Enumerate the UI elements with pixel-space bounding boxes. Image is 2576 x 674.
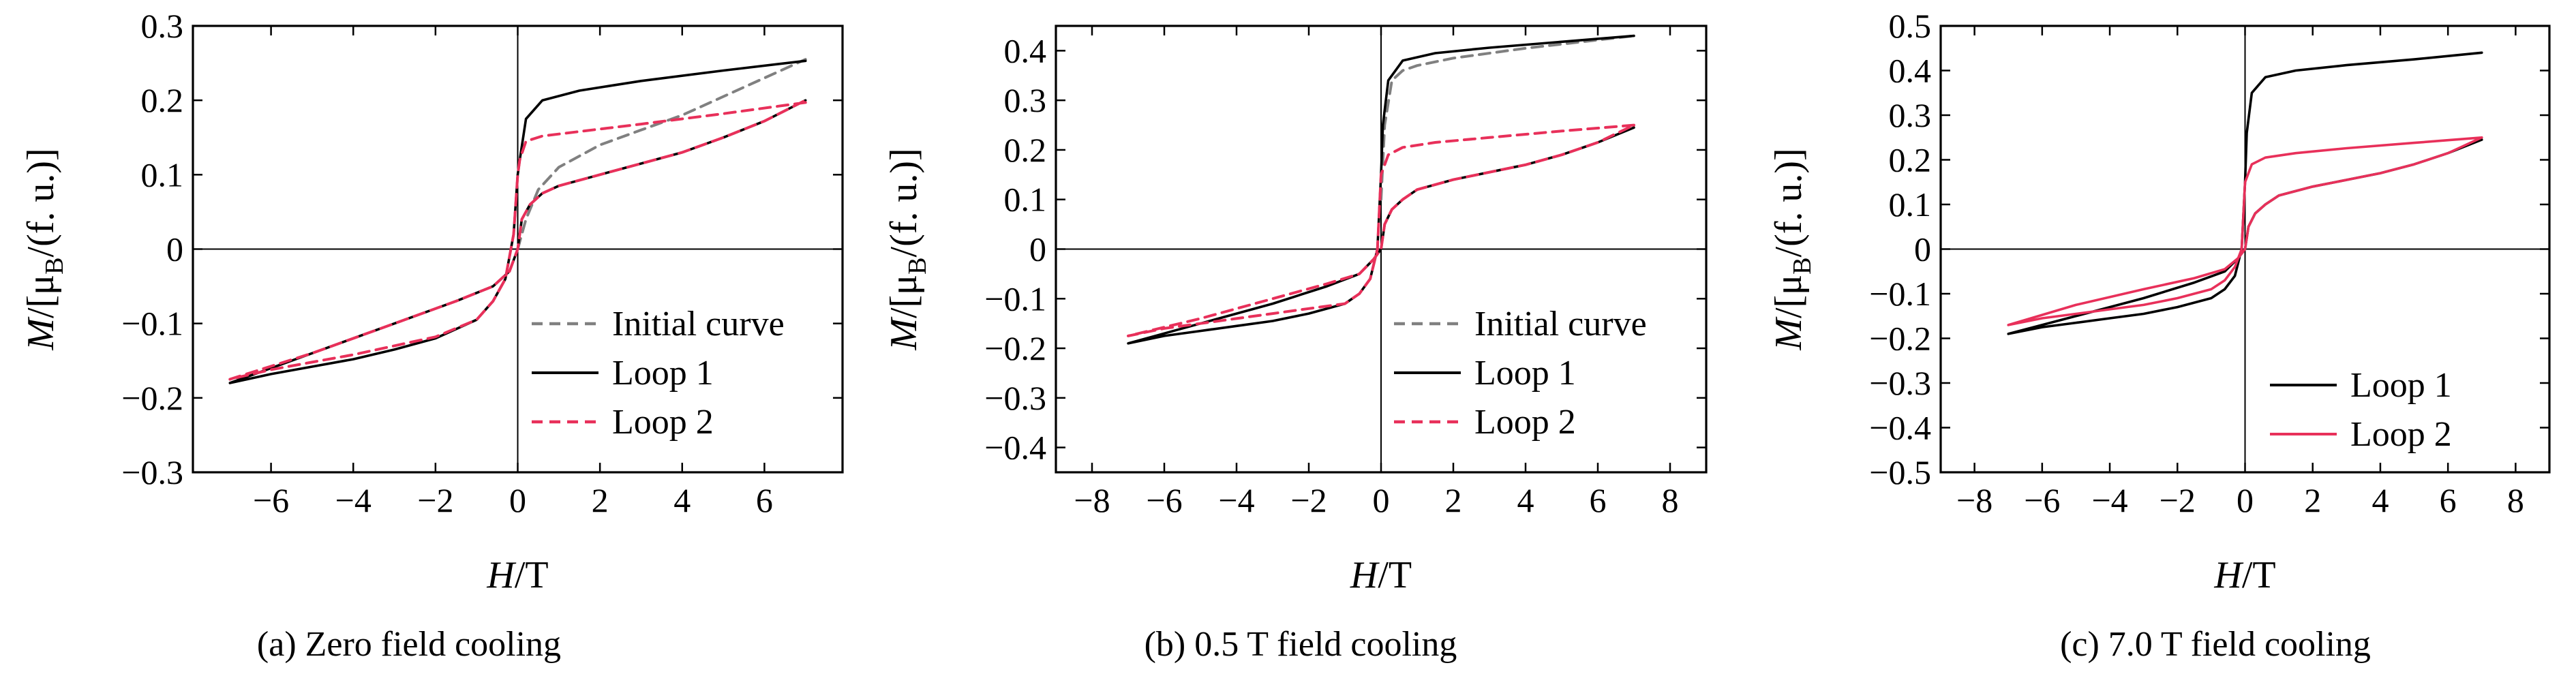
- series-loop-2: [2007, 136, 2483, 326]
- y-tick-label: 0.4: [1889, 52, 1932, 90]
- legend-label-loop-2: Loop 2: [1474, 403, 1576, 442]
- x-tick-label: −4: [2091, 481, 2127, 519]
- panel-caption: (a) Zero field cooling: [257, 625, 561, 664]
- y-tick-label: 0.3: [141, 7, 184, 45]
- x-tick-label: −2: [417, 481, 453, 519]
- legend-label-initial-curve: Initial curve: [1474, 305, 1647, 343]
- legend: Initial curve Loop 1 Loop 2: [1394, 305, 1647, 442]
- x-tick-label: 2: [592, 481, 609, 519]
- y-tick-label: 0.3: [1889, 96, 1932, 134]
- legend: Loop 1 Loop 2: [2270, 366, 2452, 454]
- y-tick-label: −0.5: [1869, 453, 1931, 491]
- panel-c: −8 −6 −4 −2 0 2 4 6 8 −0.5 −0.4 −0.3 −0.2 −0.1 0 0.1 0.2…: [1768, 7, 2551, 664]
- series-loop-2: [1127, 123, 1635, 337]
- x-axis-label: H/T: [2213, 554, 2275, 596]
- x-tick-label: 6: [756, 481, 773, 519]
- x-tick-label: −6: [253, 481, 289, 519]
- x-tick-label: −6: [1146, 481, 1182, 519]
- x-tick-label: 0: [1373, 481, 1390, 519]
- y-tick-label: −0.1: [121, 305, 183, 343]
- y-tick-label: 0.2: [1004, 131, 1047, 169]
- y-tick-label: 0.1: [141, 155, 184, 194]
- y-tick-label: 0.3: [1004, 81, 1047, 119]
- y-tick-label: −0.4: [1869, 409, 1931, 447]
- legend-label-loop-2: Loop 2: [2350, 415, 2452, 454]
- x-tick-label: −2: [2160, 481, 2196, 519]
- y-tick-label: −0.2: [984, 329, 1046, 367]
- x-tick-label: −8: [1956, 481, 1992, 519]
- x-tick-label: 0: [509, 481, 526, 519]
- y-axis-label: M/[μB/(f. u.)]: [20, 148, 69, 350]
- series-loop-2: [228, 99, 807, 381]
- x-tick-label: 2: [2304, 481, 2321, 519]
- y-tick-label: −0.3: [121, 453, 183, 491]
- y-tick-label: −0.3: [1869, 364, 1931, 402]
- y-tick-label: 0.2: [141, 81, 184, 119]
- y-tick-label: −0.2: [1869, 320, 1931, 358]
- legend-label-loop-2: Loop 2: [612, 403, 714, 442]
- x-tick-label: 6: [1590, 481, 1607, 519]
- y-tick-label: −0.3: [984, 379, 1046, 417]
- x-tick-label: −8: [1074, 481, 1110, 519]
- y-tick-label: −0.4: [984, 429, 1046, 467]
- x-tick-label: −4: [1218, 481, 1254, 519]
- y-tick-label: 0.2: [1889, 141, 1932, 179]
- x-tick-label: −4: [335, 481, 372, 519]
- y-tick-label: 0: [1029, 230, 1046, 269]
- x-tick-label: 6: [2440, 481, 2457, 519]
- y-tick-label: −0.2: [121, 379, 183, 417]
- y-tick-label: 0.1: [1004, 181, 1047, 219]
- y-tick-label: 0.5: [1889, 7, 1932, 45]
- x-axis-label: H/T: [1350, 554, 1412, 596]
- y-tick-label: 0.4: [1004, 31, 1047, 70]
- panel-caption: (c) 7.0 T field cooling: [2060, 625, 2371, 664]
- y-tick-label: 0.1: [1889, 185, 1932, 224]
- y-tick-label: −0.1: [984, 279, 1046, 318]
- legend-label-loop-1: Loop 1: [2350, 366, 2452, 405]
- x-tick-label: 8: [1662, 481, 1679, 519]
- series-initial-curve: [516, 58, 807, 251]
- y-tick-label: 0: [1914, 230, 1931, 269]
- x-tick-label: 4: [2372, 481, 2389, 519]
- panel-b: −8 −6 −4 −2 0 2 4 6 8 −0.4 −0.3 −0.2 −0.1 0 0.1 0.2 0.3 0…: [883, 25, 1708, 664]
- panel-caption: (b) 0.5 T field cooling: [1145, 625, 1457, 664]
- x-tick-label: 2: [1445, 481, 1462, 519]
- x-tick-label: 0: [2237, 481, 2254, 519]
- x-tick-label: 8: [2507, 481, 2524, 519]
- x-axis-label: H/T: [486, 554, 548, 596]
- y-axis-label: M/[μB/(f. u.)]: [1768, 148, 1817, 350]
- y-tick-label: −0.1: [1869, 275, 1931, 313]
- panel-a: −6 −4 −2 0 2 4 6 −0.3 −0.2 −0.1 0 0.1 0.2 0.3 H/T M/[μB…: [20, 7, 844, 664]
- legend-label-loop-1: Loop 1: [1474, 354, 1576, 393]
- y-tick-label: 0: [166, 230, 183, 269]
- x-tick-label: −2: [1290, 481, 1327, 519]
- x-tick-label: −6: [2024, 481, 2060, 519]
- legend: Initial curve Loop 1 Loop 2: [532, 305, 785, 442]
- legend-label-initial-curve: Initial curve: [612, 305, 785, 343]
- series-initial-curve: [1380, 34, 1635, 201]
- x-tick-label: 4: [1517, 481, 1534, 519]
- y-axis-label: M/[μB/(f. u.)]: [883, 148, 932, 350]
- x-tick-label: 4: [673, 481, 691, 519]
- legend-label-loop-1: Loop 1: [612, 354, 714, 393]
